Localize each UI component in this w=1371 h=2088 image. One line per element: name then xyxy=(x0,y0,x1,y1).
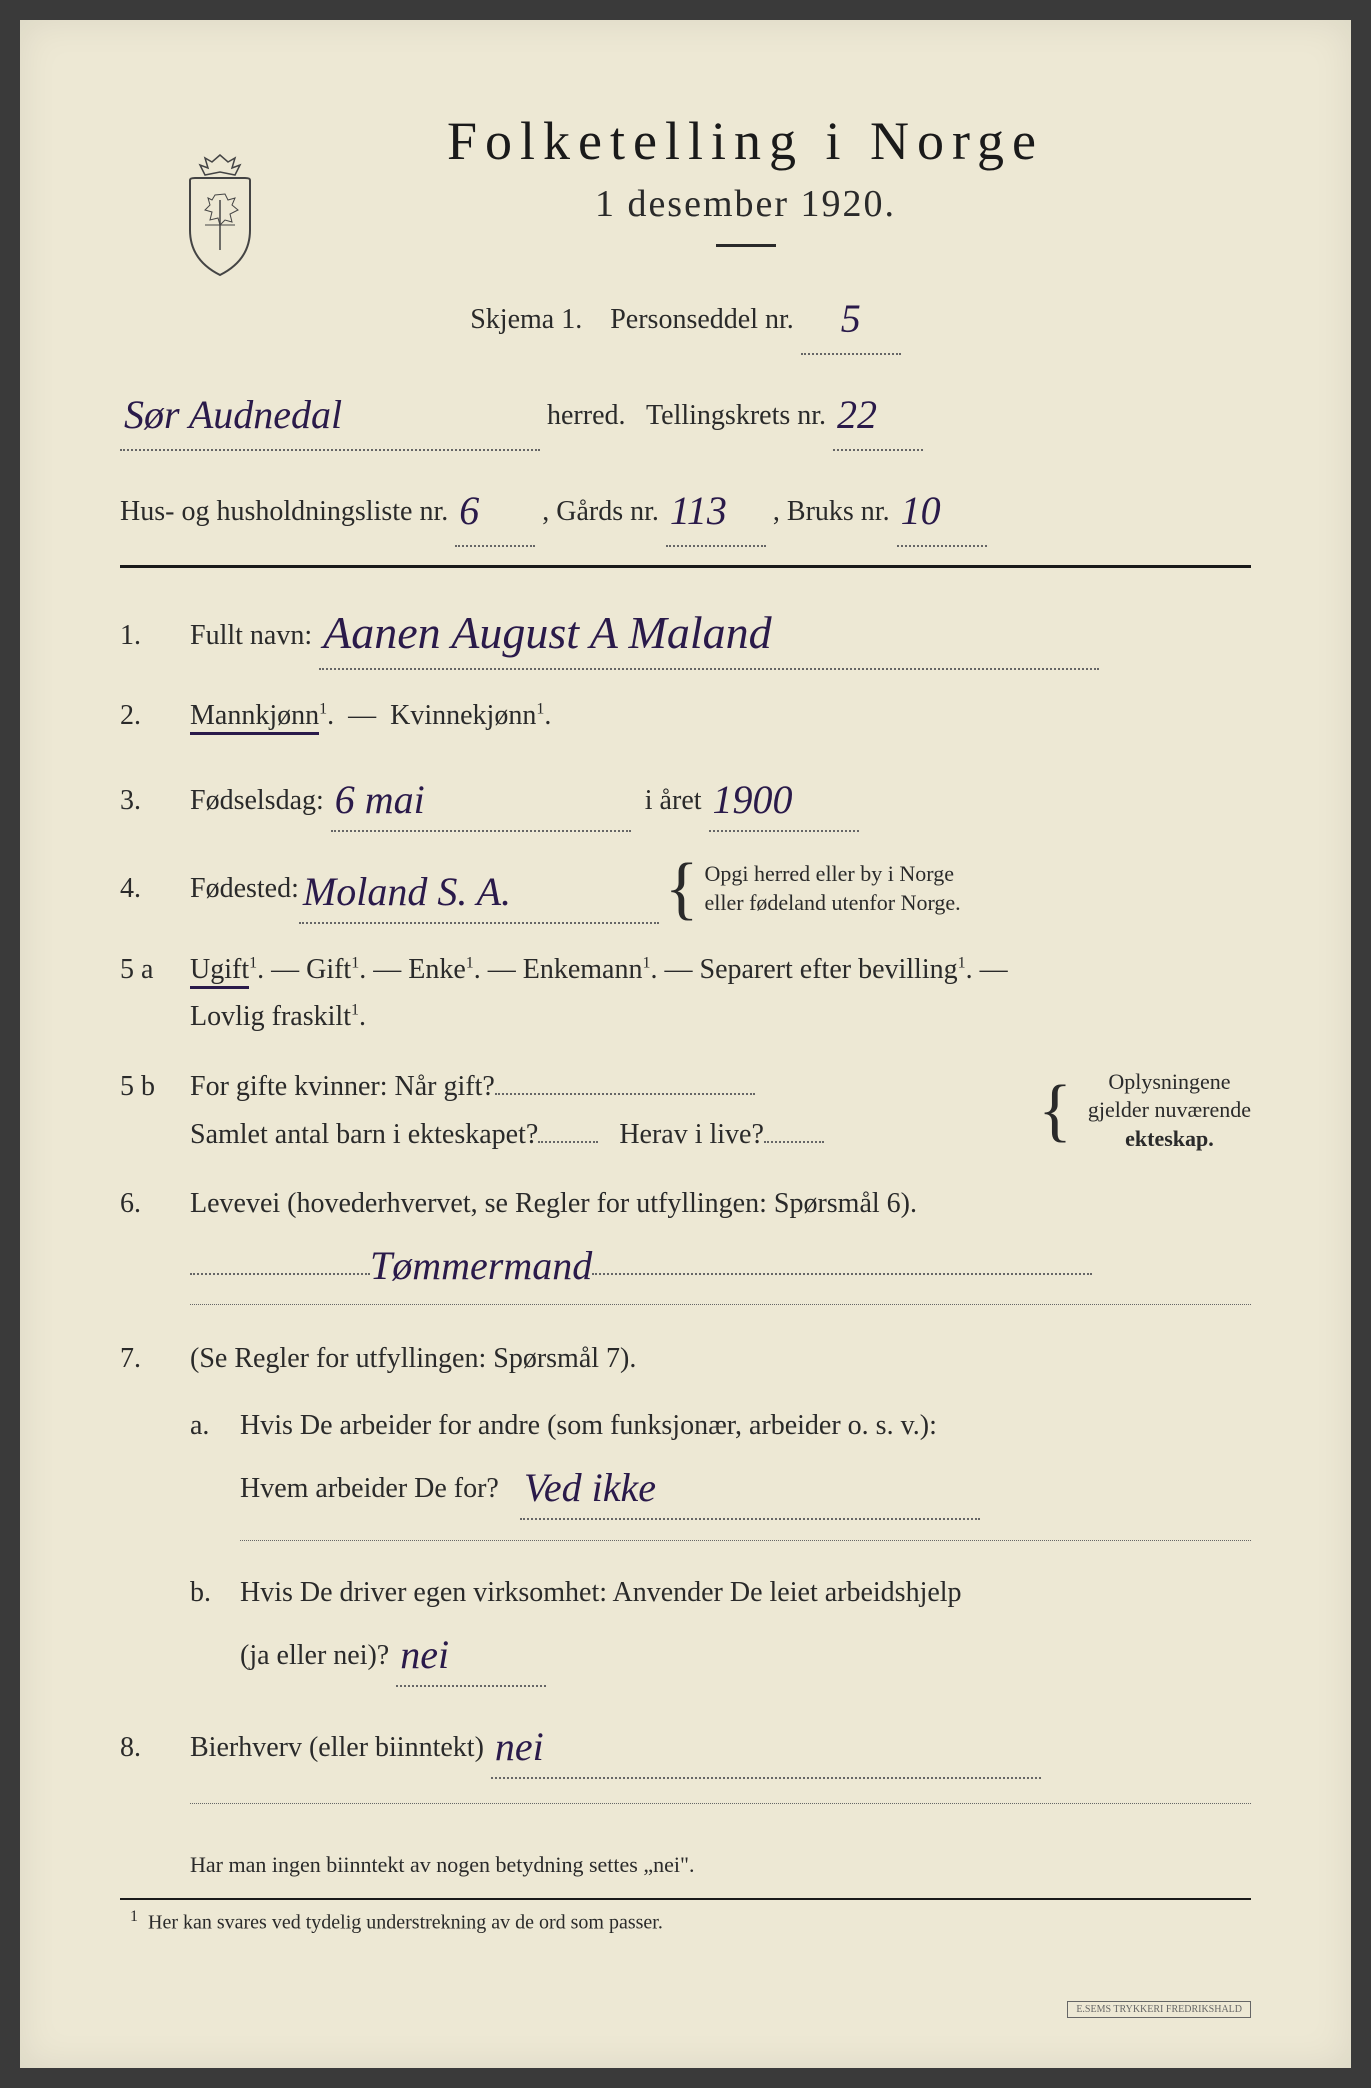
gards-nr: 113 xyxy=(670,488,727,533)
q5b-label2: Samlet antal barn i ekteskapet? xyxy=(190,1119,538,1150)
q8: 8. Bierhverv (eller biinntekt) nei xyxy=(120,1709,1251,1812)
q7-label: (Se Regler for utfyllingen: Spørsmål 7). xyxy=(190,1343,636,1374)
q6: 6. Levevei (hovederhvervet, se Regler fo… xyxy=(120,1180,1251,1313)
husliste-label: Hus- og husholdningsliste nr. xyxy=(120,496,448,527)
q2-opt1: Mannkjønn xyxy=(190,700,319,735)
q1-value: Aanen August A Maland xyxy=(323,607,772,658)
norwegian-crest-icon xyxy=(170,150,270,280)
q7a-label2: Hvem arbeider De for? xyxy=(240,1473,499,1504)
printer-mark: E.SEMS TRYKKERI FREDRIKSHALD xyxy=(1067,2001,1251,2018)
q7b-num: b. xyxy=(190,1569,240,1687)
q5a-opt3: Enke xyxy=(408,954,466,985)
q8-value: nei xyxy=(495,1724,544,1769)
q4-value: Moland S. A. xyxy=(303,869,511,914)
q6-num: 6. xyxy=(120,1188,190,1220)
q1-num: 1. xyxy=(120,620,190,652)
q2-num: 2. xyxy=(120,700,190,732)
q5b: 5 b For gifte kvinner: Når gift? Samlet … xyxy=(120,1063,1251,1158)
q8-label: Bierhverv (eller biinntekt) xyxy=(190,1732,484,1763)
q3-year-label: i året xyxy=(645,785,702,816)
q4-num: 4. xyxy=(120,873,190,905)
q7a-num: a. xyxy=(190,1402,240,1549)
form-header: Folketelling i Norge 1 desember 1920. xyxy=(240,110,1251,247)
q8-num: 8. xyxy=(120,1732,190,1764)
q2-opt2: Kvinnekjønn xyxy=(390,700,536,731)
skjema-line: Skjema 1. Personseddel nr. 5 xyxy=(120,277,1251,355)
q4-note: Opgi herred eller by i Norge eller fødel… xyxy=(705,860,961,917)
husliste-nr: 6 xyxy=(459,488,479,533)
q5a-opt6: Lovlig fraskilt xyxy=(190,1001,351,1032)
q4: 4. Fødested: Moland S. A. { Opgi herred … xyxy=(120,854,1251,924)
q7a-label1: Hvis De arbeider for andre (som funksjon… xyxy=(240,1410,937,1441)
q5a-opt4: Enkemann xyxy=(523,954,643,985)
q2: 2. Mannkjønn1. — Kvinnekjønn1. xyxy=(120,692,1251,740)
herred-label: herred. xyxy=(547,400,626,431)
q3: 3. Fødselsdag: 6 mai i året 1900 xyxy=(120,762,1251,832)
tellingskrets-nr: 22 xyxy=(837,392,877,437)
q5b-note: Oplysningene gjelder nuværende ekteskap. xyxy=(1088,1068,1251,1154)
q5a-opt1: Ugift xyxy=(190,954,249,989)
herred-line: Sør Audnedal herred. Tellingskrets nr. 2… xyxy=(120,373,1251,451)
gards-label: , Gårds nr. xyxy=(542,496,659,527)
herred-value: Sør Audnedal xyxy=(124,392,342,437)
title-divider xyxy=(716,244,776,247)
q7: 7. (Se Regler for utfyllingen: Spørsmål … xyxy=(120,1335,1251,1687)
title-date: 1 desember 1920. xyxy=(240,182,1251,226)
husliste-line: Hus- og husholdningsliste nr. 6 , Gårds … xyxy=(120,469,1251,547)
q7a-value: Ved ikke xyxy=(524,1465,656,1510)
brace-icon: { xyxy=(1038,1083,1072,1139)
q5a-opt2: Gift xyxy=(306,954,351,985)
q3-day: 6 mai xyxy=(335,777,425,822)
section-divider xyxy=(120,565,1251,568)
personseddel-nr: 5 xyxy=(841,296,861,341)
q7b-label2: (ja eller nei)? xyxy=(240,1640,389,1671)
q3-label: Fødselsdag: xyxy=(190,785,324,816)
bruks-label: , Bruks nr. xyxy=(773,496,890,527)
q7-num: 7. xyxy=(120,1343,190,1375)
census-form-page: Folketelling i Norge 1 desember 1920. Sk… xyxy=(20,20,1351,2068)
brace-icon: { xyxy=(665,861,699,917)
q1-label: Fullt navn: xyxy=(190,620,312,651)
q3-year: 1900 xyxy=(713,777,793,822)
personseddel-label: Personseddel nr. xyxy=(610,304,794,335)
footnote: 1 Her kan svares ved tydelig understrekn… xyxy=(120,1898,1251,1935)
q5a: 5 a Ugift1. — Gift1. — Enke1. — Enkemann… xyxy=(120,946,1251,1041)
q7b-value: nei xyxy=(400,1632,449,1677)
q5a-opt5: Separert efter bevilling xyxy=(700,954,958,985)
q4-label: Fødested: xyxy=(190,865,299,913)
tellingskrets-label: Tellingskrets nr. xyxy=(646,400,826,431)
skjema-label: Skjema 1. xyxy=(470,304,582,335)
title-main: Folketelling i Norge xyxy=(240,110,1251,172)
q1: 1. Fullt navn: Aanen August A Maland xyxy=(120,590,1251,670)
q5b-label1: For gifte kvinner: Når gift? xyxy=(190,1071,495,1102)
bruks-nr: 10 xyxy=(901,488,941,533)
footer-note: Har man ingen biinntekt av nogen betydni… xyxy=(190,1842,1251,1878)
q6-value: Tømmermand xyxy=(370,1243,592,1288)
q6-label: Levevei (hovederhvervet, se Regler for u… xyxy=(190,1188,917,1219)
q5a-num: 5 a xyxy=(120,954,190,986)
q3-num: 3. xyxy=(120,785,190,817)
q5b-label3: Herav i live? xyxy=(619,1119,764,1150)
q7b-label1: Hvis De driver egen virksomhet: Anvender… xyxy=(240,1577,962,1608)
q5b-num: 5 b xyxy=(120,1071,190,1103)
